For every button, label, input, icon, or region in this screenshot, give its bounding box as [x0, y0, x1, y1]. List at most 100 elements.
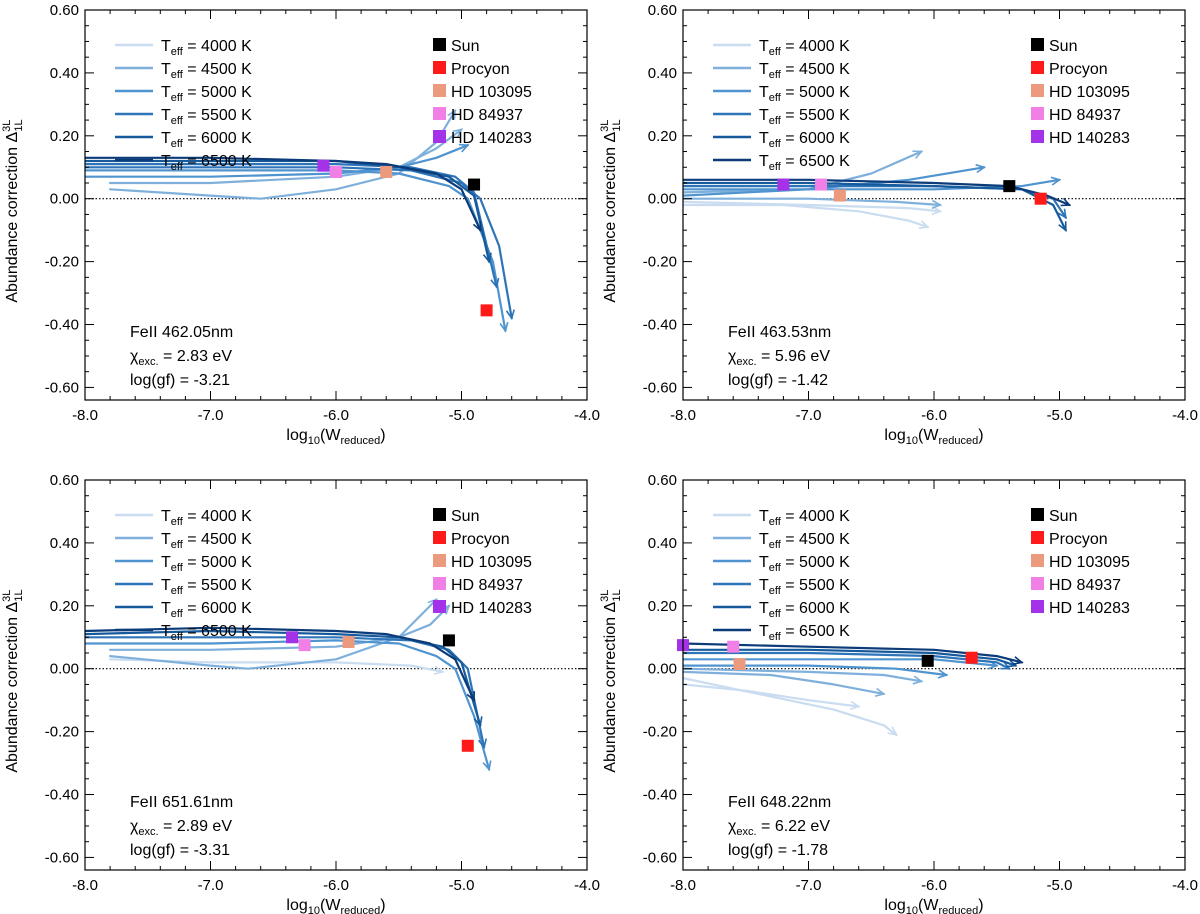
x-tick-label: -4.0: [1172, 407, 1198, 424]
line-annotation: FeII 462.05nm χexc. = 2.83 eV log(gf) = -3…: [130, 324, 233, 389]
series-arrowhead: [472, 221, 482, 232]
star-marker-procyon: [965, 651, 978, 664]
star-marker-procyon: [461, 739, 474, 752]
star-marker-hd140283: [777, 178, 790, 191]
legend-marker-hd84937: [433, 107, 446, 120]
legend-teff: Teff = 4000 K Teff = 4500 K Teff = 5000 K T…: [115, 508, 252, 643]
legend-marker-procyon: [433, 61, 446, 74]
y-tick-label: 0.40: [648, 65, 677, 82]
legend-teff: Teff = 4000 K Teff = 4500 K Teff = 5000 K T…: [713, 38, 850, 173]
series-line-teff-5000: [85, 639, 491, 771]
y-tick-label: -0.40: [45, 787, 79, 804]
legend-label-star: HD 140283: [1049, 130, 1130, 147]
series-arrowhead: [499, 321, 509, 333]
series-line-teff-6000: [683, 648, 1017, 667]
y-tick-label: -0.60: [45, 379, 79, 396]
series-arrowhead: [1012, 656, 1024, 665]
series-group: [683, 642, 1024, 736]
series-arrowhead: [931, 199, 943, 210]
chart-panel-1: -8.0 -7.0 -6.0 -5.0 -4.0 0.60 0.40 0.20 0.00 -0.2…: [1, 2, 600, 447]
legend-label-star: HD 140283: [451, 130, 532, 147]
chart-panel-3: -8.0 -7.0 -6.0 -5.0 -4.0 0.60 0.40 0.20 0.00 -0.2…: [1, 472, 600, 914]
legend-label-teff: Teff = 6000 K: [759, 600, 850, 620]
annotation-line-id: FeII 462.05nm: [130, 324, 233, 341]
series-arrowhead: [1000, 661, 1011, 670]
series-arrowhead: [452, 128, 463, 138]
series-line-teff-4500: [683, 670, 885, 696]
x-tick-label: -7.0: [198, 877, 224, 894]
legend-label-teff: Teff = 4000 K: [161, 38, 252, 58]
legend-label-teff: Teff = 5500 K: [161, 577, 252, 597]
annotation-loggf: log(gf) = -3.31: [130, 842, 230, 859]
y-tick-label: -0.20: [45, 254, 79, 271]
y-tick-label: -0.20: [643, 254, 677, 271]
series-arrowhead: [975, 163, 986, 174]
series-arrowhead: [477, 738, 488, 750]
y-tick-label: -0.20: [45, 724, 79, 741]
legend-marker-hd103095: [1031, 554, 1044, 567]
series-arrowhead: [887, 726, 898, 736]
legend-label-teff: Teff = 5500 K: [161, 107, 252, 127]
legend-label-teff: Teff = 6000 K: [161, 600, 252, 620]
star-marker-hd103095: [380, 165, 393, 178]
y-tick-label: 0.60: [648, 472, 677, 489]
series-line-teff-5500: [85, 163, 498, 288]
star-marker-sun: [1003, 180, 1016, 193]
series-group: [85, 109, 515, 333]
star-marker-hd84937: [727, 640, 740, 653]
star-marker-hd84937: [298, 639, 311, 652]
legend-label-teff: Teff = 5500 K: [759, 577, 850, 597]
x-axis-label: log10(Wreduced): [884, 427, 983, 447]
legend-label-star: Sun: [451, 508, 479, 525]
legend-marker-hd103095: [433, 554, 446, 567]
legend-label-star: HD 140283: [1049, 600, 1130, 617]
y-axis-label: Abundance correction Δ3L1L: [599, 589, 623, 772]
legend-marker-hd84937: [1031, 107, 1044, 120]
x-tick-label: -4.0: [574, 407, 600, 424]
x-tick-label: -6.0: [323, 877, 349, 894]
legend-label-star: Procyon: [451, 61, 510, 78]
legend-marker-sun: [1031, 38, 1044, 51]
series-arrowhead: [482, 760, 492, 772]
series-line-teff-5500: [85, 636, 486, 749]
legend-marker-hd84937: [1031, 577, 1044, 590]
star-marker-sun: [442, 634, 455, 647]
series-arrowhead: [1057, 208, 1067, 220]
star-marker-procyon: [480, 304, 493, 317]
legend-label-teff: Teff = 4000 K: [759, 38, 850, 58]
legend-teff: Teff = 4000 K Teff = 4500 K Teff = 5000 K T…: [713, 508, 850, 643]
annotation-chi: χexc. = 6.22 eV: [728, 818, 830, 838]
legend-label-teff: Teff = 4000 K: [759, 508, 850, 528]
star-marker-hd103095: [733, 657, 746, 670]
series-line-teff-4000: [683, 200, 942, 213]
legend-stars: Sun Procyon HD 103095 HD 84937 HD 140283: [433, 508, 532, 617]
line-annotation: FeII 463.53nm χexc. = 5.96 eV log(gf) = -1…: [728, 324, 831, 389]
y-tick-label: -0.40: [643, 317, 677, 334]
series-line-teff-6500: [683, 642, 1024, 664]
series-line-teff-5000: [683, 178, 1061, 191]
annotation-line-id: FeII 463.53nm: [728, 324, 831, 341]
y-tick-label: 0.20: [648, 598, 677, 615]
legend-label-teff: Teff = 6500 K: [759, 153, 850, 173]
star-marker-sun: [921, 654, 934, 667]
y-tick-label: 0.00: [648, 191, 677, 208]
y-axis-label: Abundance correction Δ3L1L: [599, 119, 623, 302]
star-marker-hd103095: [833, 189, 846, 202]
legend-marker-hd140283: [1031, 600, 1044, 613]
legend-marker-hd103095: [433, 84, 446, 97]
x-axis-label: log10(Wreduced): [884, 897, 983, 914]
y-tick-label: 0.00: [50, 191, 79, 208]
series-line-teff-4500: [683, 667, 923, 683]
x-tick-label: -5.0: [449, 407, 475, 424]
x-tick-label: -8.0: [670, 407, 696, 424]
x-tick-label: -6.0: [921, 877, 947, 894]
legend-label-star: HD 84937: [1049, 577, 1121, 594]
y-tick-label: 0.20: [648, 128, 677, 145]
legend-marker-sun: [433, 38, 446, 51]
legend-label-teff: Teff = 6500 K: [161, 153, 252, 173]
legend-teff: Teff = 4000 K Teff = 4500 K Teff = 5000 K T…: [115, 38, 252, 173]
series-line-teff-4000: [683, 683, 860, 708]
legend-label-star: Sun: [1049, 508, 1077, 525]
y-tick-label: -0.60: [643, 379, 677, 396]
legend-stars: Sun Procyon HD 103095 HD 84937 HD 140283: [1031, 508, 1130, 617]
